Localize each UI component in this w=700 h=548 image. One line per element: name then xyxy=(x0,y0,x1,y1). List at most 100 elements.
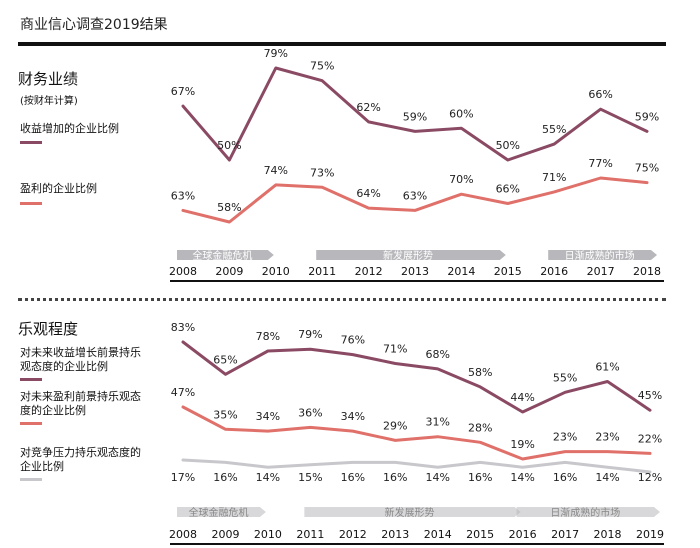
chart1-year-label: 2012 xyxy=(355,265,383,278)
chart1-series-2-label: 66% xyxy=(496,182,520,195)
chart2-period-label: 新发展形势 xyxy=(385,506,435,519)
chart2-series-3-label: 16% xyxy=(553,471,577,484)
chart2-series-2-label: 23% xyxy=(553,431,577,444)
title-rule xyxy=(18,42,666,46)
chart2-series-1-label: 79% xyxy=(298,328,322,341)
chart1-series-1-label: 60% xyxy=(449,107,473,120)
chart1-series-2-label: 58% xyxy=(217,201,241,214)
chart1-period-band xyxy=(316,250,506,260)
legend-profit-outlook: 对未来盈利前景持乐观态度的企业比例 xyxy=(20,390,141,417)
chart2-series-3-line xyxy=(181,458,652,474)
chart2-series-3-label: 16% xyxy=(383,471,407,484)
chart2-year-label: 2009 xyxy=(211,528,239,541)
legend-competition-outlook: 对竞争压力持乐观态度的企业比例 xyxy=(20,446,141,473)
chart1-year-label: 2014 xyxy=(447,265,475,278)
chart2-year-label: 2019 xyxy=(636,528,664,541)
chart1-period-label: 日渐成熟的市场 xyxy=(565,249,635,262)
chart2-year-label: 2008 xyxy=(169,528,197,541)
chart1-year-label: 2009 xyxy=(215,265,243,278)
chart2-series-3-label: 16% xyxy=(341,471,365,484)
chart1-series-1-label: 59% xyxy=(635,110,659,123)
chart2-period-band xyxy=(177,507,266,517)
legend-swatch-profit-outlook xyxy=(20,422,42,425)
chart2-series-2-label: 29% xyxy=(383,419,407,432)
section1-title: 财务业绩 xyxy=(18,70,79,88)
chart1-series-1-label: 79% xyxy=(264,47,288,60)
chart2-series-2-label: 23% xyxy=(595,431,619,444)
chart2-series-3-label: 12% xyxy=(638,471,662,484)
chart2-series-1-label: 65% xyxy=(213,353,237,366)
legend-swatch-competition-outlook xyxy=(20,478,42,481)
chart1-series-1-label: 67% xyxy=(171,85,195,98)
chart2-series-1-label: 44% xyxy=(510,391,534,404)
chart2-series-3-label: 16% xyxy=(213,471,237,484)
chart2-series-1-label: 83% xyxy=(171,321,195,334)
chart2-series-1-label: 76% xyxy=(341,334,365,347)
chart1-series-1-label: 75% xyxy=(310,60,334,73)
chart1-year-label: 2018 xyxy=(633,265,661,278)
chart1-series-2-label: 63% xyxy=(171,189,195,202)
chart2-year-label: 2015 xyxy=(466,528,494,541)
chart2-period-band xyxy=(516,507,660,517)
chart2-period-band xyxy=(304,507,521,517)
chart1-series-2-label: 71% xyxy=(542,171,566,184)
chart1-series-1-label: 50% xyxy=(217,139,241,152)
chart2-year-label: 2018 xyxy=(594,528,622,541)
chart1-period-label: 新发展形势 xyxy=(383,249,433,262)
chart2-series-1-label: 61% xyxy=(595,360,619,373)
chart1-period-label: 全球金融危机 xyxy=(192,249,252,262)
chart2-series-1-label: 58% xyxy=(468,366,492,379)
chart1-series-1-label: 50% xyxy=(496,139,520,152)
chart2-series-2-label: 19% xyxy=(510,438,534,451)
chart1-series-1-label: 62% xyxy=(356,101,380,114)
chart2-series-3-label: 17% xyxy=(171,471,195,484)
legend-swatch-profitable xyxy=(20,202,42,205)
chart2-year-label: 2012 xyxy=(339,528,367,541)
chart2-year-label: 2016 xyxy=(509,528,537,541)
chart2-series-3-label: 15% xyxy=(298,471,322,484)
chart2-series-3-label: 14% xyxy=(256,471,280,484)
chart1-year-label: 2010 xyxy=(262,265,290,278)
chart2-series-2-label: 31% xyxy=(426,416,450,429)
chart1-series-2-label: 74% xyxy=(264,164,288,177)
chart1-year-label: 2013 xyxy=(401,265,429,278)
chart2-series-2-label: 34% xyxy=(256,410,280,423)
legend-swatch-revenue-outlook xyxy=(20,378,42,381)
chart2-year-label: 2017 xyxy=(551,528,579,541)
chart1-year-label: 2011 xyxy=(308,265,336,278)
chart2-series-2-label: 47% xyxy=(171,386,195,399)
chart2-series-3-label: 16% xyxy=(468,471,492,484)
chart1-year-label: 2015 xyxy=(494,265,522,278)
chart2-year-label: 2013 xyxy=(381,528,409,541)
chart2-series-2-label: 36% xyxy=(298,406,322,419)
chart2-year-label: 2010 xyxy=(254,528,282,541)
chart1-series-2-label: 70% xyxy=(449,173,473,186)
chart1-series-2-label: 75% xyxy=(635,162,659,175)
chart2-series-3-label: 14% xyxy=(426,471,450,484)
chart2-series-3-label: 14% xyxy=(510,471,534,484)
chart1-series-2-label: 64% xyxy=(356,187,380,200)
chart2-series-2-label: 34% xyxy=(341,410,365,423)
chart2-series-2-line xyxy=(181,405,652,461)
chart1-period-band xyxy=(548,250,657,260)
chart2-year-label: 2014 xyxy=(424,528,452,541)
chart2-series-1-label: 71% xyxy=(383,343,407,356)
chart1-series-2-line xyxy=(181,176,649,224)
chart2-period-label: 日渐成熟的市场 xyxy=(550,506,620,519)
legend-revenue-increase: 收益增加的企业比例 xyxy=(20,122,119,135)
chart2-series-2-label: 28% xyxy=(468,421,492,434)
chart2-period-label: 全球金融危机 xyxy=(188,506,248,519)
chart1-series-1-label: 59% xyxy=(403,110,427,123)
chart1-series-1-line xyxy=(181,66,649,162)
chart1-year-label: 2016 xyxy=(540,265,568,278)
section2-title: 乐观程度 xyxy=(18,320,79,338)
chart2-year-label: 2011 xyxy=(296,528,324,541)
chart1-series-1-label: 55% xyxy=(542,123,566,136)
legend-revenue-outlook: 对未来收益增长前景持乐观态度的企业比例 xyxy=(20,346,141,373)
page-title: 商业信心调查2019结果 xyxy=(20,17,168,33)
legend-profitable: 盈利的企业比例 xyxy=(20,182,97,195)
chart2-series-1-label: 55% xyxy=(553,371,577,384)
chart2-series-3-label: 14% xyxy=(595,471,619,484)
chart1-year-label: 2017 xyxy=(587,265,615,278)
chart2-series-1-label: 45% xyxy=(638,389,662,402)
